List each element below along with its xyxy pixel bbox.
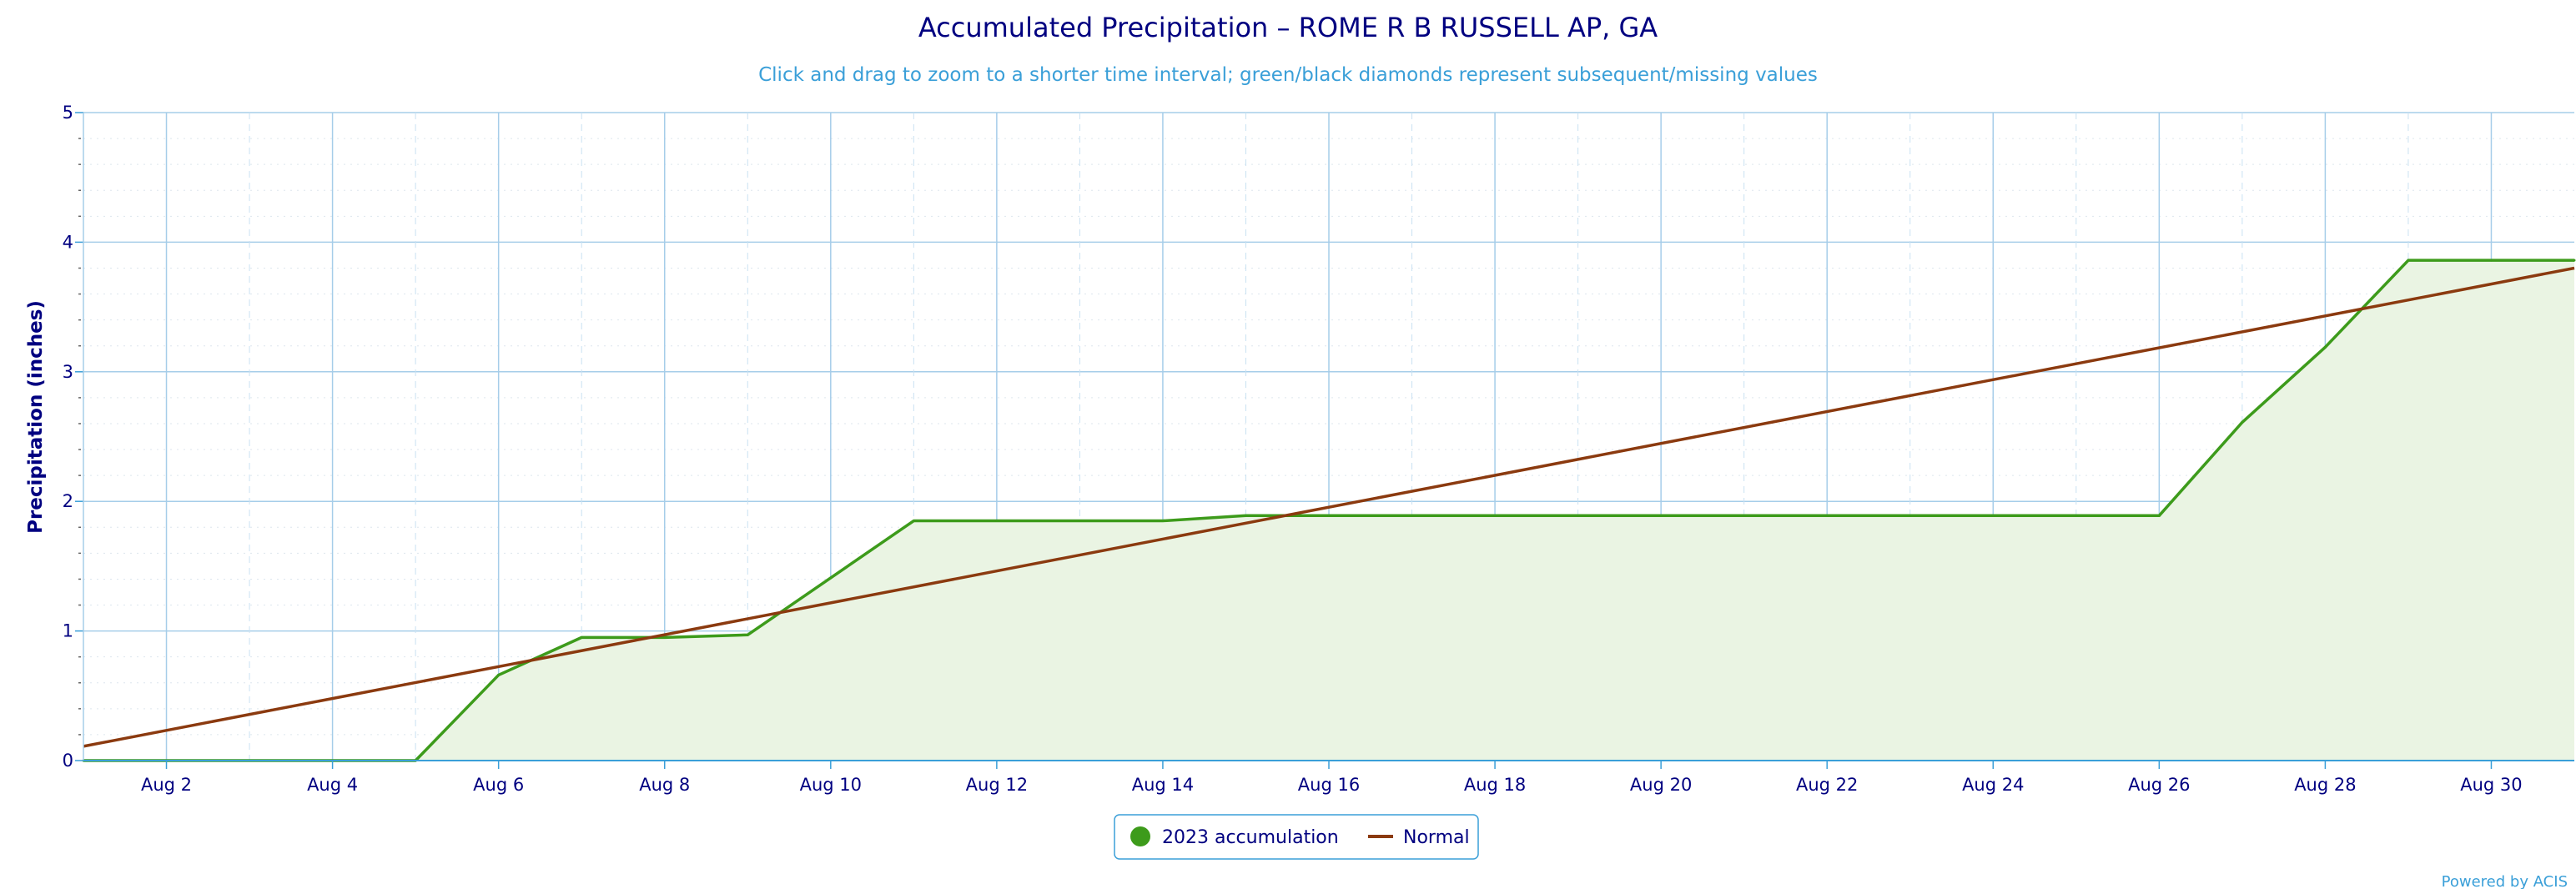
accumulation-point — [2323, 345, 2327, 349]
accumulation-point — [1825, 514, 1829, 517]
x-tick-label: Aug 24 — [1962, 775, 2024, 795]
y-axis-title: Precipitation (inches) — [25, 300, 47, 534]
x-tick-label: Aug 26 — [2128, 775, 2190, 795]
y-tick-label: 3 — [63, 362, 73, 382]
accumulation-point — [580, 635, 583, 639]
accumulation-point — [2241, 420, 2244, 424]
x-tick-label: Aug 6 — [473, 775, 524, 795]
accumulation-point — [663, 635, 667, 639]
x-tick-label: Aug 30 — [2460, 775, 2522, 795]
y-tick-label: 4 — [63, 232, 73, 252]
axes: 0 1 2 3 4 5 Aug 2 Aug 4 Aug 6 Aug 8 Aug 10 Aug 12 Au… — [63, 103, 2574, 795]
x-tick-label: Aug 8 — [639, 775, 690, 795]
accumulation-point — [829, 576, 833, 580]
y-tick-label: 5 — [63, 103, 73, 123]
y-tick-label: 0 — [63, 751, 73, 771]
accumulation-point — [1659, 514, 1663, 517]
line-layer — [82, 259, 2576, 762]
legend-box — [1114, 814, 1479, 860]
legend-item-normal[interactable]: Normal — [1368, 827, 1470, 848]
accumulation-point — [497, 673, 501, 676]
x-tick-label: Aug 12 — [966, 775, 1028, 795]
chart-subtitle: Click and drag to zoom to a shorter time… — [758, 64, 1818, 86]
accumulation-area — [83, 260, 2574, 761]
y-tick-label: 1 — [63, 621, 73, 641]
legend-marker-accumulation — [1130, 826, 1150, 846]
accumulation-point — [1991, 514, 1995, 517]
accumulation-point — [995, 520, 999, 523]
accumulation-point — [1078, 520, 1081, 523]
accumulation-point — [1577, 514, 1580, 517]
x-tick-label: Aug 18 — [1464, 775, 1526, 795]
accumulation-point — [1411, 514, 1414, 517]
accumulation-point — [2407, 259, 2410, 262]
credit-label[interactable]: Powered by ACIS — [2442, 873, 2568, 889]
accumulation-point — [2573, 259, 2576, 262]
x-tick-label: Aug 2 — [141, 775, 192, 795]
x-tick-label: Aug 10 — [800, 775, 862, 795]
accumulation-point — [1161, 520, 1165, 523]
legend-label-normal: Normal — [1403, 827, 1470, 848]
x-tick-label: Aug 20 — [1630, 775, 1692, 795]
legend-label-accumulation: 2023 accumulation — [1162, 827, 1339, 848]
x-tick-label: Aug 4 — [307, 775, 358, 795]
x-tick-label: Aug 28 — [2294, 775, 2356, 795]
accumulation-point — [1327, 514, 1331, 517]
accumulation-point — [1743, 514, 1746, 517]
x-tick-label: Aug 22 — [1796, 775, 1858, 795]
accumulation-point — [2157, 514, 2161, 517]
normal-line — [83, 266, 2575, 748]
accumulation-point — [2075, 514, 2078, 517]
accumulation-point — [746, 633, 749, 636]
legend-item-2023-accumulation[interactable]: 2023 accumulation — [1130, 826, 1339, 848]
legend[interactable]: 2023 accumulation Normal — [1114, 814, 1479, 860]
accumulation-point — [2489, 259, 2493, 262]
x-tick-label: Aug 14 — [1132, 775, 1194, 795]
area-layer — [83, 260, 2574, 761]
accumulation-point — [1244, 514, 1247, 517]
chart-title: Accumulated Precipitation – ROME R B RUS… — [918, 12, 1658, 43]
x-tick-label: Aug 16 — [1298, 775, 1360, 795]
accumulation-point — [912, 520, 915, 523]
accumulation-point — [1909, 514, 1912, 517]
y-tick-label: 2 — [63, 491, 73, 511]
accumulation-point — [1493, 514, 1497, 517]
